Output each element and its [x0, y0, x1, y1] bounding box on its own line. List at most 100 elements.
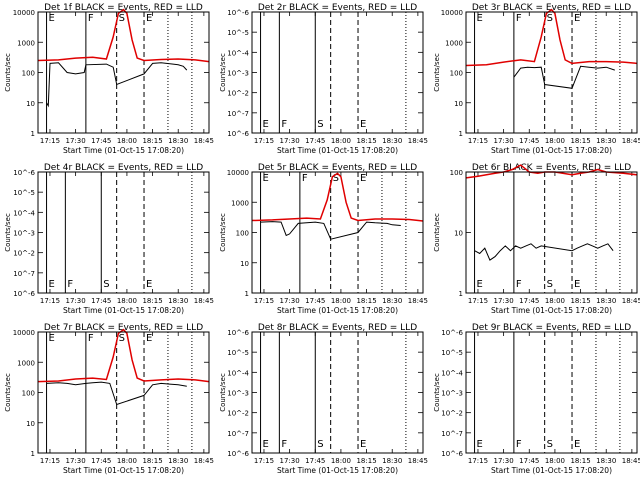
- panel-title: Det 4r BLACK = Events, RED = LLD: [44, 163, 203, 173]
- event-marker-label: E: [574, 279, 580, 290]
- y-tick-label: 10000: [13, 329, 35, 337]
- x-tick-label: 18:45: [194, 457, 214, 465]
- x-tick-label: 18:00: [545, 297, 565, 305]
- x-tick-label: 18:00: [331, 297, 351, 305]
- x-tick-label: 18:45: [408, 457, 428, 465]
- x-tick-label: 17:30: [494, 297, 514, 305]
- x-tick-label: 17:45: [305, 297, 325, 305]
- panel-title: Det 2r BLACK = Events, RED = LLD: [258, 3, 417, 13]
- y-tick-label: 10: [26, 420, 35, 428]
- series-line-events: [46, 381, 187, 406]
- y-tick-label: 10^-6: [441, 450, 463, 458]
- y-tick-label: 10^-5: [227, 29, 249, 37]
- event-marker-label: F: [281, 119, 287, 130]
- x-tick-label: 17:45: [91, 137, 111, 145]
- event-marker-label: S: [317, 439, 323, 450]
- x-tick-label: 18:45: [622, 457, 640, 465]
- event-marker-label: E: [477, 439, 483, 450]
- x-tick-label: 18:00: [545, 457, 565, 465]
- x-tick-label: 18:00: [117, 457, 137, 465]
- plot-frame: [37, 331, 210, 454]
- y-tick-label: 100: [450, 169, 463, 177]
- series-line-events: [513, 65, 615, 89]
- x-tick-label: 18:45: [622, 137, 640, 145]
- y-tick-label: 10^-7: [227, 430, 249, 438]
- event-marker-label: E: [146, 279, 152, 290]
- panel-title: Det 8r BLACK = Events, RED = LLD: [258, 323, 417, 333]
- panel-title: Det 5r BLACK = Events, RED = LLD: [258, 163, 417, 173]
- x-axis-label: Start Time (01-Oct-15 17:08:20): [491, 466, 612, 475]
- event-marker-label: F: [88, 13, 94, 24]
- y-tick-label: 1000: [17, 359, 35, 367]
- x-tick-label: 18:45: [408, 137, 428, 145]
- y-tick-label: 1: [31, 130, 35, 138]
- x-tick-label: 17:30: [280, 457, 300, 465]
- event-marker-label: S: [547, 439, 553, 450]
- y-tick-label: 10^-2: [441, 410, 463, 418]
- y-tick-label: 10: [240, 260, 249, 268]
- plot-frame: [465, 331, 638, 454]
- y-tick-label: 1: [459, 130, 463, 138]
- x-tick-label: 18:15: [356, 137, 376, 145]
- panel-title: Det 7r BLACK = Events, RED = LLD: [44, 323, 203, 333]
- y-tick-label: 10000: [227, 169, 249, 177]
- event-marker-label: S: [119, 13, 125, 24]
- y-tick-label: 1000: [231, 199, 249, 207]
- x-tick-label: 18:15: [356, 457, 376, 465]
- x-tick-label: 18:15: [142, 457, 162, 465]
- x-tick-label: 17:45: [91, 457, 111, 465]
- y-axis-label: Counts/sec: [433, 53, 441, 92]
- x-tick-label: 17:30: [494, 457, 514, 465]
- event-marker-label: S: [317, 119, 323, 130]
- panel-5: Det 5r BLACK = Events, RED = LLD Counts/s…: [219, 163, 428, 315]
- y-tick-label: 10000: [13, 9, 35, 17]
- x-tick-label: 17:45: [305, 137, 325, 145]
- series-line-events: [474, 243, 614, 261]
- event-marker-label: F: [67, 279, 73, 290]
- event-marker-label: F: [302, 173, 308, 184]
- x-axis-label: Start Time (01-Oct-15 17:08:20): [63, 306, 184, 315]
- y-tick-label: 1000: [445, 39, 463, 47]
- x-tick-label: 18:30: [168, 137, 188, 145]
- x-tick-label: 18:00: [331, 137, 351, 145]
- y-tick-label: 100: [236, 230, 249, 238]
- y-tick-label: 10: [454, 230, 463, 238]
- x-tick-label: 17:30: [280, 137, 300, 145]
- x-tick-label: 17:30: [66, 137, 86, 145]
- event-marker-label: F: [516, 439, 522, 450]
- panel-8: Det 8r BLACK = Events, RED = LLD Counts/s…: [219, 323, 428, 475]
- panel-title: Det 6r BLACK = Events, RED = LLD: [472, 163, 631, 173]
- event-marker-label: S: [333, 173, 339, 184]
- x-axis-label: Start Time (01-Oct-15 17:08:20): [63, 146, 184, 155]
- series-line-lld: [251, 172, 424, 222]
- y-tick-label: 10^-6: [227, 9, 249, 17]
- x-tick-label: 18:00: [117, 297, 137, 305]
- y-tick-label: 100: [450, 70, 463, 78]
- y-tick-label: 10^-2: [227, 90, 249, 98]
- panel-title: Det 1f BLACK = Events, RED = LLD: [44, 3, 203, 13]
- y-tick-label: 10^-4: [441, 369, 463, 377]
- event-marker-label: E: [360, 119, 366, 130]
- y-tick-label: 10^-4: [227, 369, 249, 377]
- y-axis-label: Counts/sec: [433, 213, 441, 252]
- event-marker-label: E: [574, 13, 580, 24]
- x-tick-label: 18:15: [570, 457, 590, 465]
- y-tick-label: 10^-2: [13, 250, 35, 258]
- x-tick-label: 18:00: [545, 137, 565, 145]
- event-marker-label: E: [360, 439, 366, 450]
- y-tick-label: 10^-4: [13, 209, 35, 217]
- x-tick-label: 17:45: [91, 297, 111, 305]
- y-axis-label: Counts/sec: [219, 373, 227, 412]
- panel-3: Det 3r BLACK = Events, RED = LLD Counts/s…: [433, 3, 640, 155]
- series-line-events: [260, 221, 401, 240]
- y-tick-label: 10^-6: [441, 329, 463, 337]
- plot-frame: [465, 11, 638, 134]
- event-marker-label: E: [146, 13, 152, 24]
- y-axis-label: Counts/sec: [219, 213, 227, 252]
- x-tick-label: 18:30: [168, 457, 188, 465]
- x-axis-label: Start Time (01-Oct-15 17:08:20): [63, 466, 184, 475]
- plot-frame: [37, 171, 210, 294]
- plot-frame: [251, 171, 424, 294]
- y-tick-label: 10^-7: [227, 110, 249, 118]
